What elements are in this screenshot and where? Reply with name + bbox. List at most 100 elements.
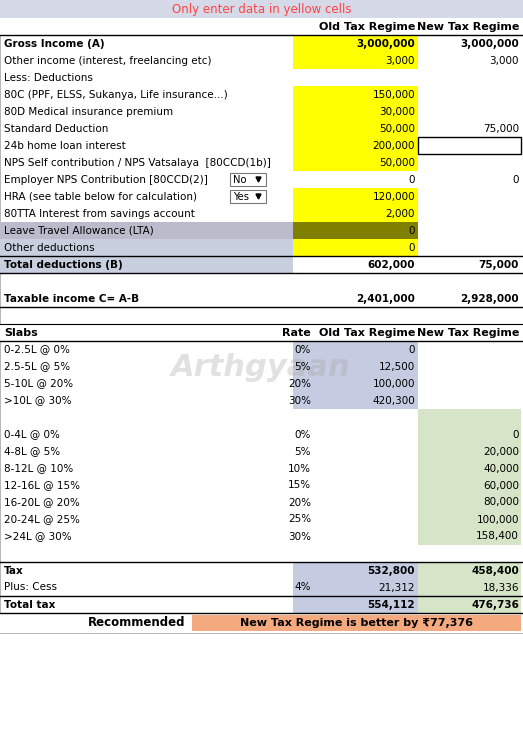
Text: Plus: Cess: Plus: Cess (4, 582, 57, 593)
Bar (230, 173, 266, 186)
Polygon shape (256, 177, 261, 182)
Text: 8-12L @ 10%: 8-12L @ 10% (4, 464, 73, 473)
Text: 50,000: 50,000 (379, 158, 415, 167)
Bar (293, 205, 418, 222)
Text: 80,000: 80,000 (483, 497, 519, 508)
Text: 2,000: 2,000 (385, 209, 415, 218)
Text: 5%: 5% (294, 362, 311, 371)
Text: 200,000: 200,000 (372, 141, 415, 150)
Text: 0%: 0% (294, 344, 311, 354)
Polygon shape (256, 194, 261, 199)
Text: Old Tax Regime: Old Tax Regime (319, 21, 415, 32)
Text: 5%: 5% (294, 447, 311, 456)
Text: 2.5-5L @ 5%: 2.5-5L @ 5% (4, 362, 70, 371)
Bar (418, 562, 521, 613)
Text: 0: 0 (408, 175, 415, 184)
Text: Only enter data in yellow cells: Only enter data in yellow cells (172, 2, 351, 15)
Text: 0: 0 (513, 175, 519, 184)
Text: 0: 0 (513, 430, 519, 439)
Text: 60,000: 60,000 (483, 481, 519, 491)
Text: Yes: Yes (233, 192, 249, 201)
Text: Slabs: Slabs (4, 327, 38, 338)
Text: 420,300: 420,300 (372, 396, 415, 405)
Text: 80TTA Interest from savings account: 80TTA Interest from savings account (4, 209, 195, 218)
Text: 0%: 0% (294, 430, 311, 439)
Bar (293, 222, 418, 239)
Text: Old Tax Regime: Old Tax Regime (319, 327, 415, 338)
Text: 4%: 4% (294, 582, 311, 593)
Text: 40,000: 40,000 (483, 464, 519, 473)
Text: Other deductions: Other deductions (4, 242, 95, 253)
Text: 20-24L @ 25%: 20-24L @ 25% (4, 514, 80, 525)
Text: Rate: Rate (282, 327, 311, 338)
Text: 4-8L @ 5%: 4-8L @ 5% (4, 447, 60, 456)
Text: Less: Deductions: Less: Deductions (4, 72, 93, 83)
Text: 16-20L @ 20%: 16-20L @ 20% (4, 497, 79, 508)
Text: 532,800: 532,800 (368, 565, 415, 576)
Bar (0, 324, 523, 341)
Bar (0, 0, 523, 18)
Text: 3,000: 3,000 (490, 55, 519, 66)
Text: 0: 0 (408, 344, 415, 354)
Bar (0, 222, 293, 239)
Text: 80D Medical insurance premium: 80D Medical insurance premium (4, 107, 173, 116)
Text: Leave Travel Allowance (LTA): Leave Travel Allowance (LTA) (4, 226, 154, 236)
Text: 80C (PPF, ELSS, Sukanya, Life insurance...): 80C (PPF, ELSS, Sukanya, Life insurance.… (4, 89, 228, 99)
Bar (293, 154, 418, 171)
Text: Taxable income C= A-B: Taxable income C= A-B (4, 293, 139, 304)
Text: 50,000: 50,000 (379, 124, 415, 133)
Text: 120,000: 120,000 (372, 192, 415, 201)
Text: >10L @ 30%: >10L @ 30% (4, 396, 72, 405)
Bar (293, 52, 418, 69)
Text: Gross Income (A): Gross Income (A) (4, 38, 105, 49)
Bar (192, 615, 521, 631)
Text: 30%: 30% (288, 531, 311, 542)
Text: Recommended: Recommended (87, 616, 185, 629)
Text: New Tax Regime: New Tax Regime (417, 327, 519, 338)
Text: 21,312: 21,312 (379, 582, 415, 593)
Text: 100,000: 100,000 (476, 514, 519, 525)
Text: New Tax Regime is better by ₹77,376: New Tax Regime is better by ₹77,376 (240, 618, 473, 628)
Bar (230, 190, 266, 203)
Text: 2,401,000: 2,401,000 (356, 293, 415, 304)
Text: New Tax Regime: New Tax Regime (417, 21, 519, 32)
Text: 24b home loan interest: 24b home loan interest (4, 141, 126, 150)
Bar (293, 341, 418, 409)
Text: 30%: 30% (288, 396, 311, 405)
Text: 20%: 20% (288, 379, 311, 388)
Bar (293, 86, 418, 103)
Text: 158,400: 158,400 (476, 531, 519, 542)
Text: 602,000: 602,000 (368, 259, 415, 270)
Text: 0-4L @ 0%: 0-4L @ 0% (4, 430, 60, 439)
Text: 0: 0 (408, 226, 415, 236)
Text: 3,000,000: 3,000,000 (460, 38, 519, 49)
Bar (0, 18, 523, 35)
Bar (293, 188, 418, 205)
Bar (293, 239, 418, 256)
Text: 20,000: 20,000 (483, 447, 519, 456)
Bar (0, 613, 523, 633)
Bar (293, 35, 418, 52)
Text: 12,500: 12,500 (379, 362, 415, 371)
Text: 10%: 10% (288, 464, 311, 473)
Bar (293, 137, 418, 154)
Bar (418, 137, 521, 154)
Text: 18,336: 18,336 (483, 582, 519, 593)
Text: 2,928,000: 2,928,000 (460, 293, 519, 304)
Text: 100,000: 100,000 (372, 379, 415, 388)
Text: 554,112: 554,112 (367, 599, 415, 609)
Text: 12-16L @ 15%: 12-16L @ 15% (4, 481, 80, 491)
Bar (0, 256, 293, 273)
Text: 3,000,000: 3,000,000 (356, 38, 415, 49)
Text: 0: 0 (408, 242, 415, 253)
Text: 458,400: 458,400 (471, 565, 519, 576)
Text: No: No (233, 175, 246, 184)
Text: Total deductions (B): Total deductions (B) (4, 259, 123, 270)
Text: 75,000: 75,000 (479, 259, 519, 270)
Text: 0-2.5L @ 0%: 0-2.5L @ 0% (4, 344, 70, 354)
Text: NPS Self contribution / NPS Vatsalaya  [80CCD(1b)]: NPS Self contribution / NPS Vatsalaya [8… (4, 158, 271, 167)
Text: Tax: Tax (4, 565, 24, 576)
Bar (0, 239, 293, 256)
Text: 3,000: 3,000 (385, 55, 415, 66)
Bar (230, 190, 266, 203)
